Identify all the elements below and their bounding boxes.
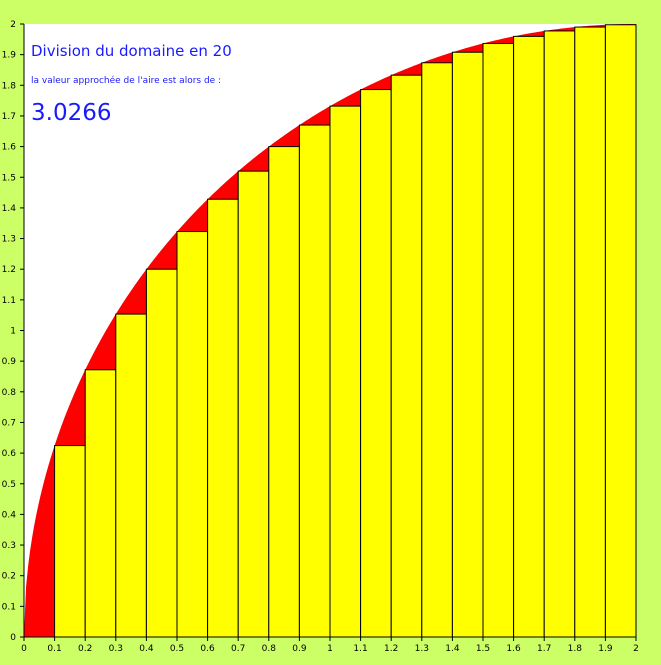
bar-18 [574, 26, 606, 638]
x-tick-label-20: 2 [633, 644, 639, 654]
y-tick-label-0: 0 [10, 633, 16, 643]
bar-8 [268, 146, 300, 638]
x-tick-label-17: 1.7 [537, 644, 551, 654]
bar-2 [84, 369, 117, 638]
bar-3 [115, 313, 147, 638]
y-tick-label-3: 0.3 [2, 541, 16, 551]
y-tick-label-4: 0.4 [2, 510, 17, 520]
y-tick-label-15: 1.5 [2, 173, 16, 183]
x-tick-label-9: 0.9 [292, 644, 307, 654]
y-tick-label-2: 0.2 [2, 572, 16, 582]
y-tick-label-18: 1.8 [2, 81, 17, 91]
x-tick-label-15: 1.5 [476, 644, 490, 654]
y-tick-label-20: 2 [10, 20, 16, 30]
x-tick-label-1: 0.1 [47, 644, 61, 654]
y-tick-label-6: 0.6 [2, 449, 17, 459]
y-tick-label-16: 1.6 [2, 143, 17, 153]
bar-9 [298, 124, 331, 638]
y-tick-label-1: 0.1 [2, 602, 16, 612]
y-tick-label-8: 0.8 [2, 388, 17, 398]
y-tick-label-9: 0.9 [2, 357, 17, 367]
y-tick-label-7: 0.7 [2, 418, 16, 428]
x-tick-label-3: 0.3 [109, 644, 123, 654]
x-tick-label-6: 0.6 [200, 644, 215, 654]
x-tick-label-7: 0.7 [231, 644, 245, 654]
bar-4 [145, 268, 178, 638]
y-tick-label-13: 1.3 [2, 235, 16, 245]
x-tick-label-13: 1.3 [415, 644, 429, 654]
x-tick-label-2: 0.2 [78, 644, 92, 654]
x-tick-label-14: 1.4 [445, 644, 460, 654]
bar-12 [390, 74, 423, 638]
x-tick-label-10: 1 [327, 644, 333, 654]
chart-subtitle: la valeur approchée de l'aire est alors … [31, 76, 222, 86]
x-tick-label-18: 1.8 [568, 644, 583, 654]
bar-10 [329, 105, 362, 638]
bar-19 [604, 24, 637, 638]
x-tick-label-16: 1.6 [506, 644, 521, 654]
area-value: 3.0266 [31, 100, 112, 126]
x-tick-label-5: 0.5 [170, 644, 184, 654]
y-tick-label-11: 1.1 [2, 296, 16, 306]
x-tick-label-19: 1.9 [598, 644, 613, 654]
y-tick-label-17: 1.7 [2, 112, 16, 122]
x-tick-label-12: 1.2 [384, 644, 398, 654]
y-tick-label-10: 1 [10, 327, 16, 337]
y-tick-label-12: 1.2 [2, 265, 16, 275]
bar-13 [421, 62, 453, 638]
x-tick-label-4: 0.4 [139, 644, 154, 654]
chart-title: Division du domaine en 20 [31, 42, 232, 60]
x-tick-label-8: 0.8 [262, 644, 277, 654]
bar-6 [207, 198, 239, 638]
bar-1 [54, 445, 86, 638]
bar-7 [237, 170, 270, 638]
x-tick-label-0: 0 [21, 644, 27, 654]
y-tick-label-14: 1.4 [2, 204, 17, 214]
bar-15 [482, 42, 515, 638]
bar-11 [360, 89, 392, 638]
bar-14 [451, 51, 484, 638]
y-tick-label-5: 0.5 [2, 480, 16, 490]
bar-17 [543, 30, 576, 638]
bar-5 [176, 231, 209, 638]
x-tick-label-11: 1.1 [353, 644, 367, 654]
y-tick-label-19: 1.9 [2, 51, 17, 61]
bar-16 [513, 35, 545, 638]
